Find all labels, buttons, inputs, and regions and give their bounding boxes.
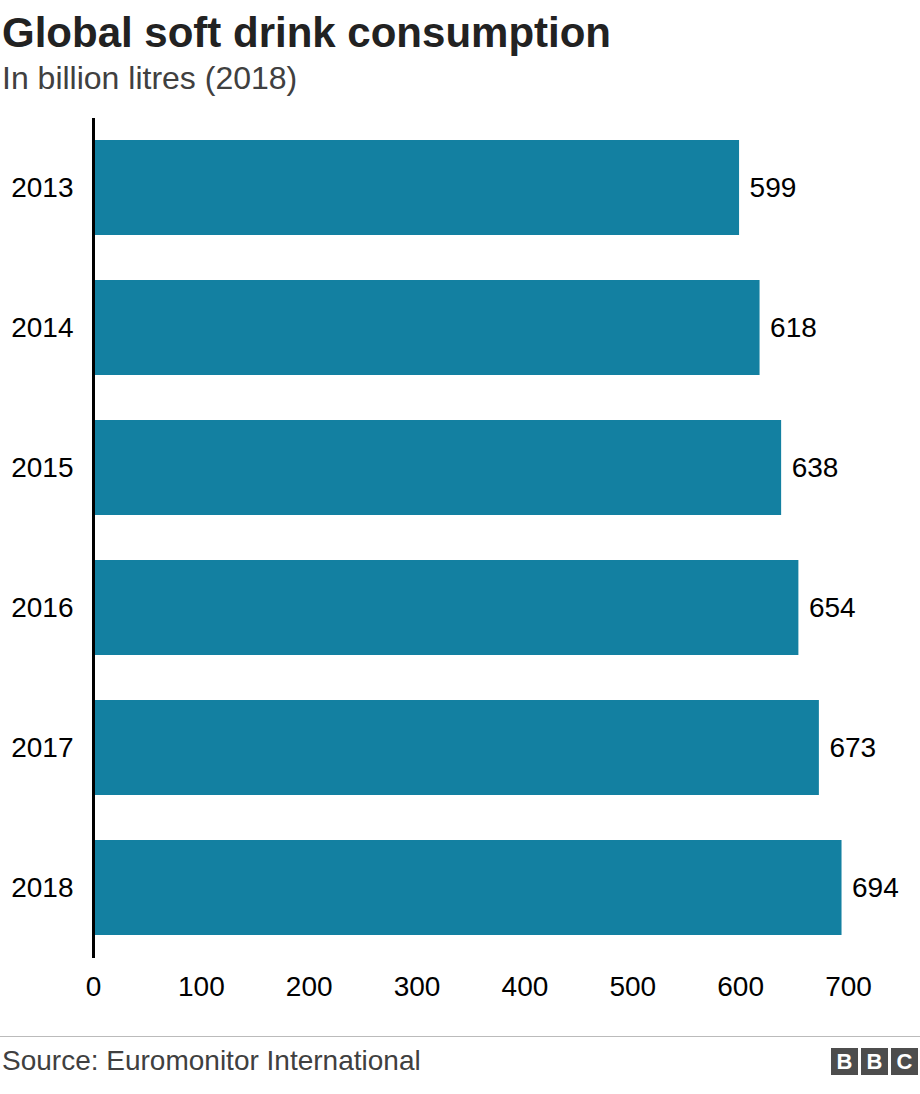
svg-text:600: 600 <box>717 971 764 1002</box>
svg-text:638: 638 <box>792 452 839 483</box>
svg-text:400: 400 <box>502 971 549 1002</box>
html-text:Global soft drink consumption: Global soft drink consumption <box>2 9 611 56</box>
svg-text:2014: 2014 <box>11 312 73 343</box>
svg-text:2013: 2013 <box>11 172 73 203</box>
svg-text:100: 100 <box>178 971 225 1002</box>
html-text:C: C <box>896 1048 913 1074</box>
svg-text:0: 0 <box>86 971 102 1002</box>
html-text:In billion litres (2018): In billion litres (2018) <box>2 60 298 96</box>
svg-text:300: 300 <box>394 971 441 1002</box>
html-text:B: B <box>866 1048 883 1074</box>
svg-text:654: 654 <box>809 592 856 623</box>
svg-text:700: 700 <box>825 971 872 1002</box>
svg-text:2017: 2017 <box>11 732 73 763</box>
svg-text:200: 200 <box>286 971 333 1002</box>
svg-text:673: 673 <box>829 732 876 763</box>
svg-text:2018: 2018 <box>11 872 73 903</box>
svg-text:618: 618 <box>770 312 817 343</box>
svg-text:2015: 2015 <box>11 452 73 483</box>
svg-text:500: 500 <box>609 971 656 1002</box>
html-text:Source: Euromonitor Internatio: Source: Euromonitor International <box>2 1045 421 1076</box>
svg-text:694: 694 <box>852 872 899 903</box>
svg-text:599: 599 <box>750 172 797 203</box>
svg-text:2016: 2016 <box>11 592 73 623</box>
html-text:B: B <box>836 1048 853 1074</box>
